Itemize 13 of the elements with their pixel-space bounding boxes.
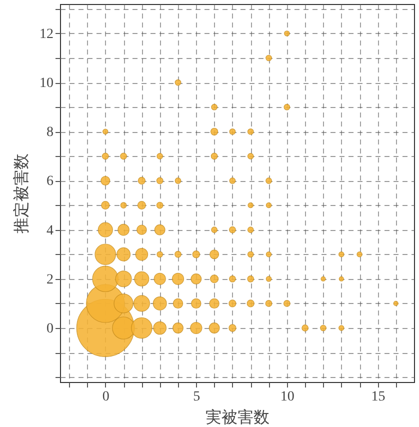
x-tick-label: 0: [102, 390, 110, 404]
y-tick-label: 12: [40, 26, 54, 42]
x-tick-label: 10: [280, 390, 294, 404]
y-axis-title: 推定被害数: [12, 154, 30, 234]
x-tick-label: 5: [193, 390, 200, 404]
y-tick-label: 4: [46, 223, 54, 238]
x-axis-title: 実被害数: [206, 408, 270, 426]
y-tick-label: 2: [46, 272, 54, 288]
y-tick-label: 8: [46, 125, 54, 140]
y-tick-label: 0: [46, 322, 54, 336]
y-tick-label: 6: [46, 174, 54, 190]
y-tick-label: 10: [40, 76, 54, 92]
x-tick-label: 15: [371, 390, 386, 404]
